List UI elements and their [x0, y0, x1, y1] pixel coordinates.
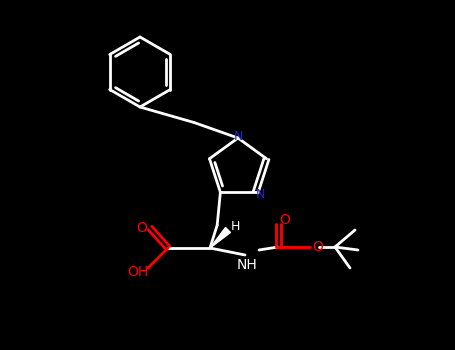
- Text: NH: NH: [237, 258, 258, 272]
- Text: O: O: [136, 221, 147, 235]
- Text: H: H: [230, 220, 240, 233]
- Text: O: O: [313, 240, 324, 254]
- Polygon shape: [210, 228, 231, 248]
- Text: N: N: [233, 131, 243, 144]
- Text: OH: OH: [127, 265, 149, 279]
- Text: O: O: [279, 213, 290, 227]
- Text: N: N: [256, 188, 265, 201]
